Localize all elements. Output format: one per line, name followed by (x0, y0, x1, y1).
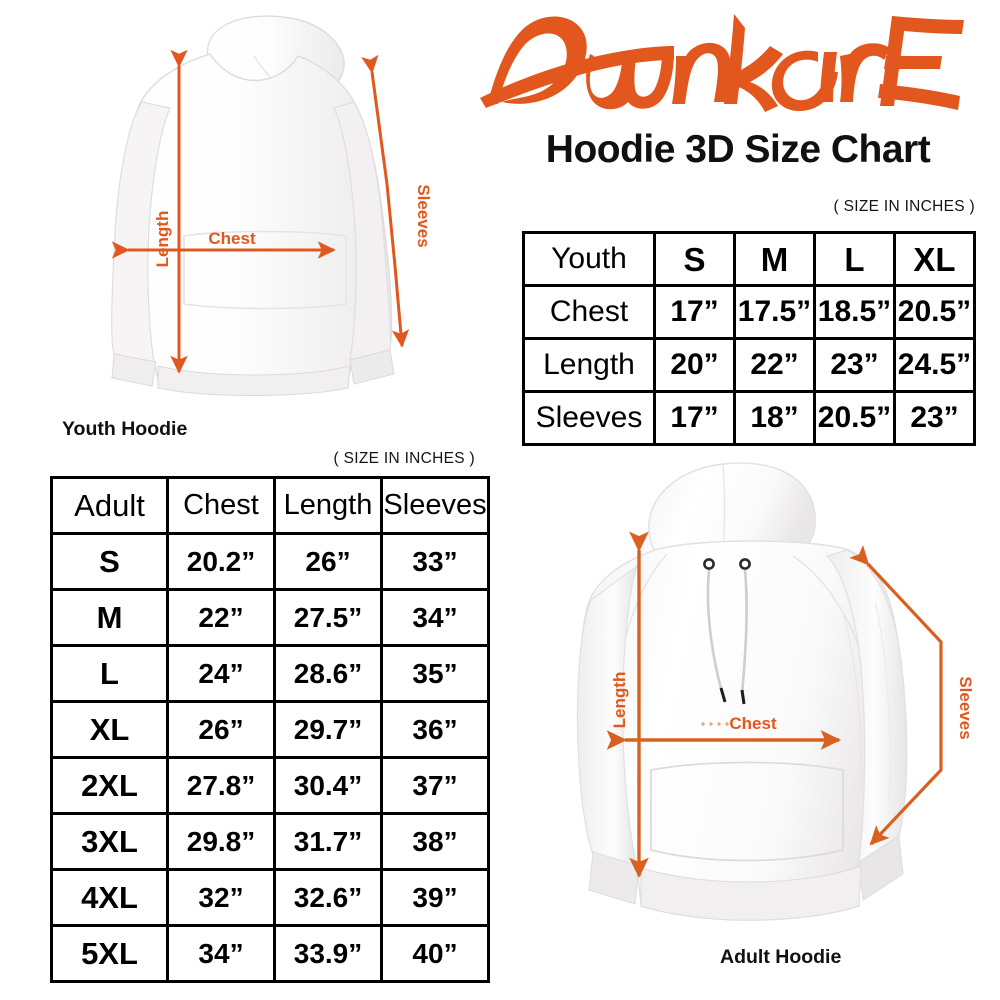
table-cell: 20.5” (893, 284, 976, 340)
table-cell: 17” (653, 390, 736, 446)
youth-col-m: M (733, 231, 816, 287)
adult-corner-label: Adult (50, 476, 169, 535)
table-cell: 33.9” (273, 924, 383, 983)
table-cell: 30.4” (273, 756, 383, 815)
youth-col-xl: XL (893, 231, 976, 287)
table-cell: 34” (166, 924, 276, 983)
table-cell: 24” (166, 644, 276, 703)
youth-hoodie-caption: Youth Hoodie (62, 418, 188, 440)
table-cell: 39” (380, 868, 490, 927)
table-row: 3XL 29.8” 31.7” 38” (50, 812, 490, 871)
youth-row-label-chest: Chest (522, 284, 656, 340)
table-cell: 32” (166, 868, 276, 927)
table-cell: 20.2” (166, 532, 276, 591)
table-row: Sleeves 17” 18” 20.5” 23” (522, 390, 976, 446)
chest-dot-leader (701, 722, 729, 726)
table-cell: 27.8” (166, 756, 276, 815)
sleeves-label: Sleeves (414, 184, 433, 247)
table-cell: 36” (380, 700, 490, 759)
table-row: S 20.2” 26” 33” (50, 532, 490, 591)
table-row: Length 20” 22” 23” 24.5” (522, 337, 976, 393)
chest-label: Chest (729, 714, 777, 733)
length-label: Length (153, 211, 172, 268)
youth-row-label-length: Length (522, 337, 656, 393)
adult-row-label-3xl: 3XL (50, 812, 169, 871)
table-cell: 28.6” (273, 644, 383, 703)
table-row: M 22” 27.5” 34” (50, 588, 490, 647)
table-row: L 24” 28.6” 35” (50, 644, 490, 703)
adult-hoodie-caption: Adult Hoodie (720, 946, 842, 968)
table-cell: 40” (380, 924, 490, 983)
adult-col-sleeves: Sleeves (380, 476, 490, 535)
adult-hoodie-illustration: Length Chest Sleeves (575, 452, 985, 947)
table-row: Youth S M L XL (522, 231, 976, 287)
sleeves-arrow (849, 545, 943, 846)
table-cell: 20” (653, 337, 736, 393)
table-cell: 22” (166, 588, 276, 647)
youth-hoodie-illustration: Length Chest Sleeves (58, 4, 478, 424)
table-cell: 18” (733, 390, 816, 446)
table-row: 2XL 27.8” 30.4” 37” (50, 756, 490, 815)
table-cell: 27.5” (273, 588, 383, 647)
sleeves-label: Sleeves (956, 676, 975, 739)
youth-col-s: S (653, 231, 736, 287)
adult-units-note: ( SIZE IN INCHES ) (333, 450, 475, 467)
adult-col-chest: Chest (166, 476, 276, 535)
table-cell: 29.8” (166, 812, 276, 871)
youth-measure-annotations: Length Chest Sleeves (111, 49, 433, 374)
table-cell: 31.7” (273, 812, 383, 871)
adult-size-table: Adult Chest Length Sleeves S 20.2” 26” 3… (50, 476, 490, 983)
youth-corner-label: Youth (522, 231, 656, 287)
adult-row-label-2xl: 2XL (50, 756, 169, 815)
youth-units-note: ( SIZE IN INCHES ) (833, 198, 975, 215)
table-cell: 26” (166, 700, 276, 759)
youth-col-l: L (813, 231, 896, 287)
table-cell: 17” (653, 284, 736, 340)
youth-size-table: Youth S M L XL Chest 17” 17.5” 18.5” 20.… (522, 231, 976, 446)
table-row: XL 26” 29.7” 36” (50, 700, 490, 759)
table-cell: 23” (893, 390, 976, 446)
page-title: Hoodie 3D Size Chart (545, 128, 931, 171)
chest-label: Chest (208, 229, 256, 248)
adult-measure-annotations: Length Chest Sleeves (606, 531, 975, 879)
table-cell: 35” (380, 644, 490, 703)
adult-row-label-5xl: 5XL (50, 924, 169, 983)
adult-row-label-m: M (50, 588, 169, 647)
youth-hoodie-garment (111, 15, 395, 397)
table-cell: 23” (813, 337, 896, 393)
table-cell: 20.5” (813, 390, 896, 446)
brand-logo (478, 6, 990, 126)
table-cell: 18.5” (813, 284, 896, 340)
youth-row-label-sleeves: Sleeves (522, 390, 656, 446)
table-cell: 24.5” (893, 337, 976, 393)
table-row: 5XL 34” 33.9” 40” (50, 924, 490, 983)
table-cell: 37” (380, 756, 490, 815)
table-cell: 29.7” (273, 700, 383, 759)
table-row: 4XL 32” 32.6” 39” (50, 868, 490, 927)
adult-row-label-xl: XL (50, 700, 169, 759)
table-cell: 34” (380, 588, 490, 647)
length-label: Length (610, 672, 629, 729)
table-cell: 33” (380, 532, 490, 591)
table-cell: 22” (733, 337, 816, 393)
sleeves-arrow (361, 54, 410, 348)
table-row: Adult Chest Length Sleeves (50, 476, 490, 535)
adult-row-label-l: L (50, 644, 169, 703)
adult-row-label-4xl: 4XL (50, 868, 169, 927)
table-cell: 17.5” (733, 284, 816, 340)
table-cell: 38” (380, 812, 490, 871)
table-cell: 26” (273, 532, 383, 591)
table-cell: 32.6” (273, 868, 383, 927)
table-row: Chest 17” 17.5” 18.5” 20.5” (522, 284, 976, 340)
adult-row-label-s: S (50, 532, 169, 591)
adult-col-length: Length (273, 476, 383, 535)
